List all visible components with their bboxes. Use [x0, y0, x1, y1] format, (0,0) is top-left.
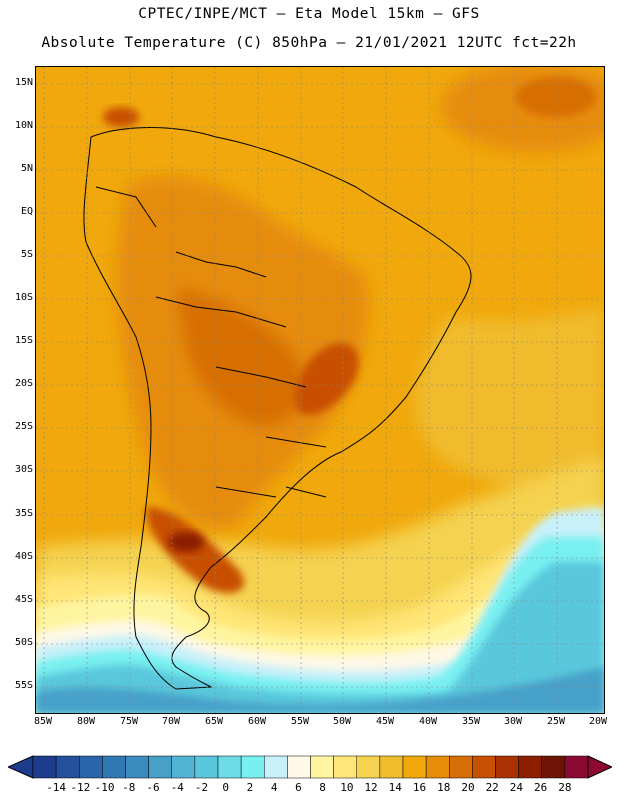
- lon-label: 20W: [588, 716, 608, 727]
- colorbar-swatch: [425, 755, 450, 779]
- colorbar-swatch: [217, 755, 242, 779]
- lat-label: 10S: [14, 292, 33, 303]
- colorbar-label: 22: [485, 781, 499, 794]
- field-neg4c-south: [36, 667, 604, 713]
- colorbar-label: 28: [558, 781, 572, 794]
- lon-label: 25W: [546, 716, 566, 727]
- colorbar-swatch: [79, 755, 103, 779]
- map-canvas: [36, 67, 604, 713]
- field-24c-north: [103, 107, 139, 127]
- colorbar-label: 12: [364, 781, 378, 794]
- colorbar-swatch: [102, 755, 126, 779]
- colorbar-swatch: [55, 755, 80, 779]
- lat-label: 50S: [14, 637, 33, 648]
- colorbar-label: 20: [461, 781, 475, 794]
- colorbar-swatch: [310, 755, 334, 779]
- lat-label: 25S: [14, 421, 33, 432]
- colorbar-swatch: [171, 755, 196, 779]
- lon-label: 75W: [119, 716, 139, 727]
- lon-label: 50W: [332, 716, 352, 727]
- colorbar-label: -6: [146, 781, 160, 794]
- colorbar-swatch: [240, 755, 265, 779]
- map-subtitle: Absolute Temperature (C) 850hPa – 21/01/…: [41, 35, 577, 51]
- field-26c-hotspot: [168, 532, 204, 552]
- lat-label: 30S: [14, 464, 33, 475]
- colorbar-label: 10: [340, 781, 354, 794]
- lon-label: 30W: [503, 716, 523, 727]
- field-0c-south: [36, 562, 604, 713]
- colorbar-swatch: [125, 755, 149, 779]
- colorbar-label: 26: [534, 781, 548, 794]
- lat-label: 35S: [14, 508, 33, 519]
- lon-label: 80W: [76, 716, 96, 727]
- colorbar-swatch: [32, 755, 57, 779]
- lat-label: 10N: [14, 120, 33, 131]
- colorbar-low-arrow: [8, 755, 34, 779]
- colorbar-label: 0: [222, 781, 230, 794]
- colorbar-label: -10: [94, 781, 115, 794]
- colorbar-swatch: [449, 755, 473, 779]
- lon-label: 35W: [461, 716, 481, 727]
- colorbar-label: -2: [194, 781, 209, 794]
- colorbar-high-arrow: [587, 755, 612, 779]
- lat-label: 5N: [20, 163, 33, 174]
- colorbar-swatch: [194, 755, 219, 779]
- country-borders: [95, 186, 327, 498]
- colorbar-label: 4: [270, 781, 278, 794]
- colorbar-swatch: [402, 755, 427, 779]
- lon-label: 55W: [290, 716, 310, 727]
- colorbar-label: 6: [295, 781, 302, 794]
- colorbar-swatch: [333, 755, 357, 779]
- colorbar-label: 24: [509, 781, 524, 794]
- lon-label: 85W: [33, 716, 53, 727]
- map-title: CPTEC/INPE/MCT – Eta Model 15km – GFS: [138, 6, 480, 22]
- colorbar-label: 2: [246, 781, 254, 794]
- colorbar-label: -12: [70, 781, 91, 794]
- colorbar-swatch: [356, 755, 381, 779]
- colorbar-swatch: [564, 755, 589, 779]
- lon-label: 45W: [375, 716, 395, 727]
- lat-label: 45S: [14, 594, 33, 605]
- lon-label: 65W: [204, 716, 224, 727]
- colorbar-swatch: [148, 755, 172, 779]
- colorbar-swatch: [495, 755, 519, 779]
- colorbar-label: 16: [412, 781, 427, 794]
- colorbar-swatch: [264, 755, 288, 779]
- colorbar-label: -4: [170, 781, 184, 794]
- colorbar-label: -14: [46, 781, 67, 794]
- lat-label: EQ: [20, 206, 33, 217]
- lon-label: 60W: [247, 716, 267, 727]
- colorbar-swatch: [472, 755, 496, 779]
- field-4c-south: [36, 537, 604, 713]
- lat-label: 55S: [14, 680, 33, 691]
- field-24c-brazil: [295, 343, 359, 416]
- lon-label: 70W: [161, 716, 181, 727]
- south-america-coast: [83, 127, 472, 690]
- lat-label: 20S: [14, 378, 33, 389]
- colorbar-label: -8: [122, 781, 136, 794]
- colorbar-swatch: [379, 755, 404, 779]
- colorbar-swatch: [541, 755, 566, 779]
- temperature-map: [35, 66, 605, 714]
- lon-label: 40W: [418, 716, 438, 727]
- field-22c-chaco: [176, 287, 306, 427]
- colorbar-label: 14: [388, 781, 402, 794]
- colorbar-swatch: [518, 755, 542, 779]
- colorbar-label: 18: [437, 781, 451, 794]
- colorbar-label: 8: [319, 781, 326, 794]
- colorbar-swatch: [287, 755, 311, 779]
- colorbar-legend: [8, 755, 612, 779]
- lat-label: 5S: [20, 249, 33, 260]
- coastlines: [83, 127, 472, 690]
- lat-label: 15S: [14, 335, 33, 346]
- lat-label: 40S: [14, 551, 33, 562]
- field-22c-northeast: [516, 77, 596, 117]
- lat-label: 15N: [14, 77, 33, 88]
